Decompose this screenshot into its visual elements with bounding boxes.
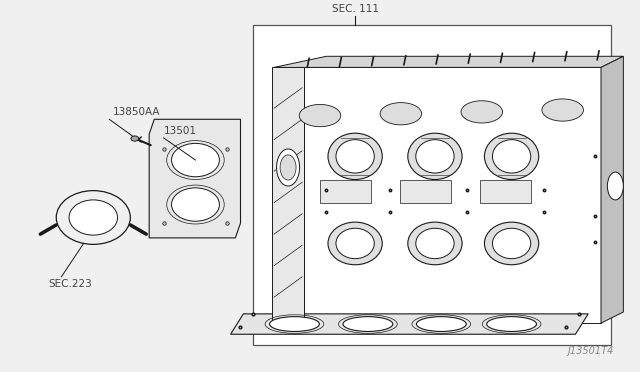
Text: SEC. 111: SEC. 111: [332, 4, 379, 14]
Ellipse shape: [131, 136, 139, 141]
Ellipse shape: [417, 317, 467, 331]
Ellipse shape: [461, 101, 502, 123]
Ellipse shape: [607, 172, 623, 200]
Polygon shape: [149, 119, 241, 238]
Bar: [400, 180, 451, 203]
Polygon shape: [601, 56, 623, 323]
Ellipse shape: [280, 155, 296, 180]
Text: 13501: 13501: [164, 126, 196, 136]
Polygon shape: [274, 56, 623, 67]
Ellipse shape: [486, 317, 536, 331]
Ellipse shape: [492, 228, 531, 259]
Ellipse shape: [484, 133, 539, 180]
Text: 13850AA: 13850AA: [113, 108, 160, 118]
Ellipse shape: [492, 140, 531, 173]
Ellipse shape: [484, 222, 539, 265]
Ellipse shape: [69, 200, 118, 235]
Ellipse shape: [408, 222, 462, 265]
Ellipse shape: [336, 140, 374, 173]
Text: SEC.223: SEC.223: [49, 279, 92, 289]
Polygon shape: [272, 67, 304, 323]
Ellipse shape: [328, 133, 382, 180]
Ellipse shape: [300, 105, 340, 127]
Bar: [479, 180, 531, 203]
Bar: [253, 25, 611, 345]
Ellipse shape: [276, 149, 300, 186]
Ellipse shape: [380, 103, 422, 125]
Ellipse shape: [336, 228, 374, 259]
Bar: [320, 180, 371, 203]
Ellipse shape: [408, 133, 462, 180]
Polygon shape: [304, 67, 601, 323]
Ellipse shape: [172, 143, 220, 177]
Ellipse shape: [343, 317, 393, 331]
Text: J13501T4: J13501T4: [568, 346, 614, 356]
FancyArrowPatch shape: [132, 226, 144, 233]
Ellipse shape: [269, 317, 319, 331]
Polygon shape: [230, 314, 588, 334]
Ellipse shape: [416, 140, 454, 173]
Ellipse shape: [172, 188, 220, 221]
Ellipse shape: [542, 99, 584, 121]
Ellipse shape: [328, 222, 382, 265]
Ellipse shape: [416, 228, 454, 259]
FancyArrowPatch shape: [43, 226, 54, 233]
